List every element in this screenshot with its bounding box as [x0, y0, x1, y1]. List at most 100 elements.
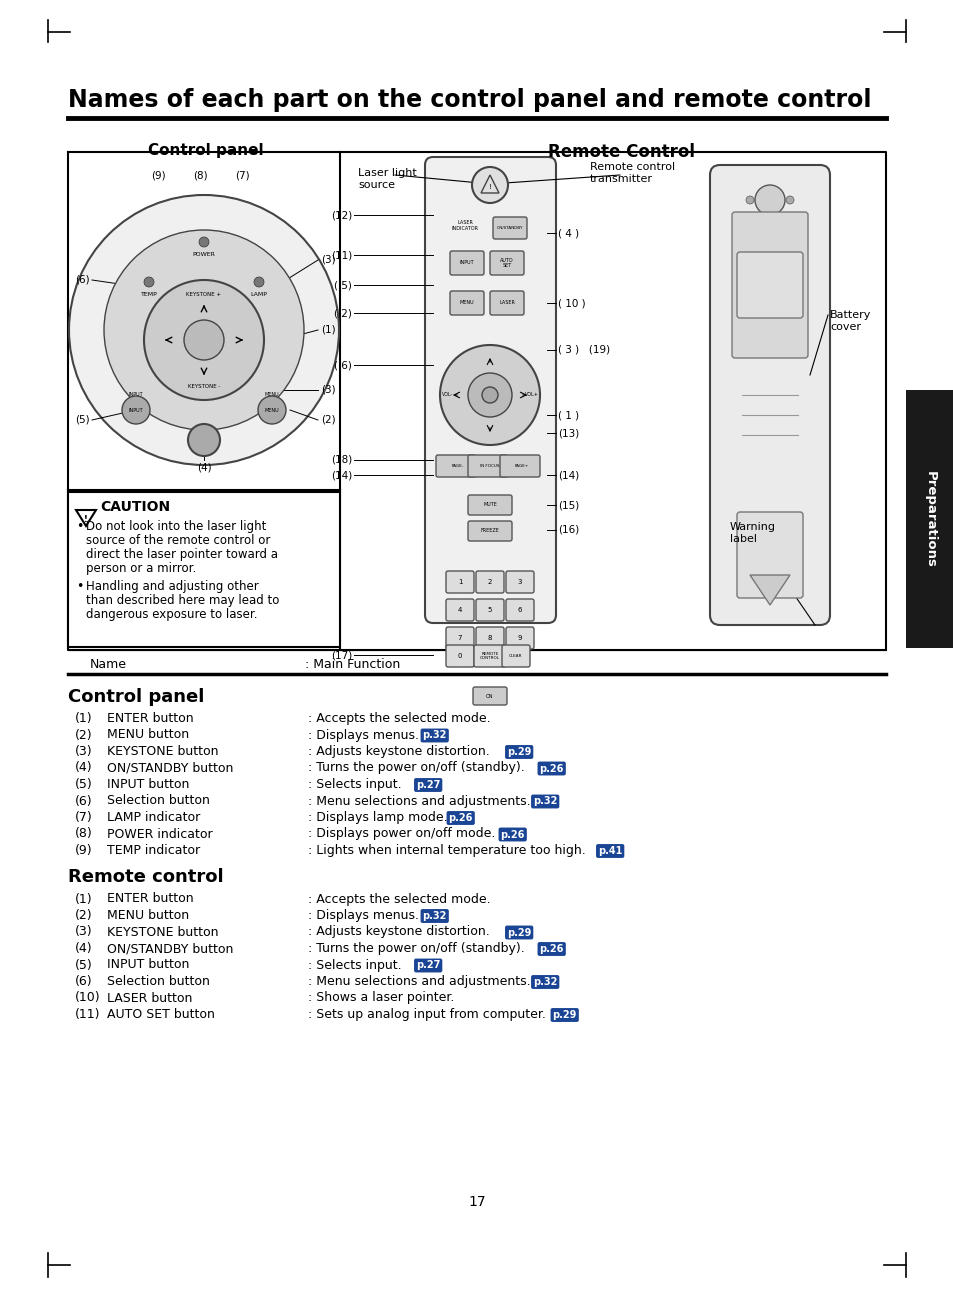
Text: : Turns the power on/off (standby).: : Turns the power on/off (standby). [308, 942, 524, 955]
FancyBboxPatch shape [709, 165, 829, 625]
Text: (1): (1) [75, 892, 92, 905]
Circle shape [144, 278, 153, 287]
Text: 6: 6 [517, 607, 521, 613]
Text: MENU button: MENU button [107, 909, 189, 922]
Circle shape [144, 280, 264, 399]
Circle shape [122, 396, 150, 424]
Circle shape [439, 345, 539, 445]
Text: p.32: p.32 [533, 977, 557, 987]
Text: Control panel: Control panel [68, 687, 204, 706]
Text: : Displays lamp mode.: : Displays lamp mode. [308, 811, 447, 824]
FancyBboxPatch shape [490, 291, 523, 315]
FancyBboxPatch shape [468, 521, 512, 541]
Text: (9): (9) [151, 170, 165, 180]
Text: ON: ON [486, 694, 494, 699]
Text: LASER: LASER [498, 301, 515, 306]
Text: : Accepts the selected mode.: : Accepts the selected mode. [308, 892, 490, 905]
Text: (6): (6) [74, 275, 90, 285]
Text: PAGE-: PAGE- [452, 464, 464, 468]
Circle shape [104, 230, 304, 431]
Text: REMOTE
CONTROL: REMOTE CONTROL [479, 651, 499, 660]
Text: CLEAR: CLEAR [509, 654, 522, 658]
Text: (16): (16) [558, 525, 578, 534]
Text: (14): (14) [331, 470, 352, 480]
Text: IN FOCUS: IN FOCUS [479, 464, 499, 468]
Text: ( 4 ): ( 4 ) [558, 228, 578, 239]
Text: Control panel: Control panel [148, 143, 263, 158]
FancyBboxPatch shape [499, 455, 539, 477]
Text: Preparations: Preparations [923, 471, 936, 568]
Text: (15): (15) [558, 501, 578, 510]
Text: (12): (12) [331, 210, 352, 220]
Text: MENU button: MENU button [107, 729, 189, 742]
Text: 3: 3 [517, 578, 521, 585]
FancyBboxPatch shape [468, 495, 512, 515]
Text: 8: 8 [487, 636, 492, 641]
Text: ( 2): ( 2) [334, 307, 352, 318]
Text: (2): (2) [320, 415, 335, 425]
Text: LASER
INDICATOR: LASER INDICATOR [451, 220, 478, 231]
Text: Remote control: Remote control [68, 869, 223, 887]
Text: (11): (11) [75, 1008, 100, 1021]
FancyBboxPatch shape [446, 626, 474, 648]
Text: : Selects input.: : Selects input. [308, 958, 401, 971]
Text: : Displays menus.: : Displays menus. [308, 729, 418, 742]
FancyBboxPatch shape [474, 645, 505, 667]
FancyBboxPatch shape [505, 599, 534, 621]
Text: Name: Name [90, 658, 127, 671]
Text: (4): (4) [75, 942, 92, 955]
Text: (13): (13) [558, 428, 578, 438]
Text: KEYSTONE +: KEYSTONE + [186, 292, 221, 297]
Text: KEYSTONE button: KEYSTONE button [107, 926, 218, 939]
Text: source of the remote control or: source of the remote control or [86, 534, 270, 547]
Text: (8): (8) [75, 827, 92, 840]
Text: (14): (14) [558, 470, 578, 480]
Text: p.32: p.32 [533, 796, 557, 807]
Text: (4): (4) [196, 463, 212, 473]
Text: INPUT button: INPUT button [107, 958, 190, 971]
Text: KEYSTONE button: KEYSTONE button [107, 744, 218, 757]
Text: 1: 1 [457, 578, 462, 585]
Text: (9): (9) [75, 844, 92, 857]
FancyBboxPatch shape [476, 626, 503, 648]
Text: ON/STANDBY button: ON/STANDBY button [107, 761, 233, 774]
Text: !: ! [488, 184, 491, 189]
Text: Battery
cover: Battery cover [829, 310, 870, 332]
Circle shape [754, 185, 784, 215]
Text: p.29: p.29 [506, 927, 531, 938]
FancyBboxPatch shape [446, 599, 474, 621]
FancyBboxPatch shape [505, 571, 534, 593]
Text: p.29: p.29 [506, 747, 531, 757]
FancyBboxPatch shape [493, 217, 526, 239]
Text: POWER: POWER [193, 253, 215, 258]
Text: (7): (7) [234, 170, 249, 180]
FancyBboxPatch shape [737, 512, 802, 598]
Circle shape [253, 278, 264, 287]
Text: INPUT button: INPUT button [107, 778, 190, 791]
Text: : Turns the power on/off (standby).: : Turns the power on/off (standby). [308, 761, 524, 774]
Text: Remote control
transmitter: Remote control transmitter [589, 162, 675, 184]
Text: 5: 5 [487, 607, 492, 613]
Text: 0: 0 [457, 652, 462, 659]
Text: (6): (6) [75, 795, 92, 808]
Text: KEYSTONE -: KEYSTONE - [188, 384, 220, 389]
FancyBboxPatch shape [424, 157, 556, 623]
Circle shape [199, 237, 209, 246]
FancyBboxPatch shape [450, 252, 483, 275]
Text: (1): (1) [320, 326, 335, 335]
Text: (18): (18) [331, 455, 352, 466]
Text: : Shows a laser pointer.: : Shows a laser pointer. [308, 991, 454, 1004]
Text: AUTO
SET: AUTO SET [499, 258, 514, 268]
Text: ON/STANDBY button: ON/STANDBY button [107, 942, 233, 955]
Text: : Adjusts keystone distortion.: : Adjusts keystone distortion. [308, 744, 489, 757]
FancyBboxPatch shape [905, 390, 953, 648]
Text: ( 3 )   (19): ( 3 ) (19) [558, 345, 610, 355]
Text: : Lights when internal temperature too high.: : Lights when internal temperature too h… [308, 844, 585, 857]
FancyBboxPatch shape [68, 492, 339, 647]
Text: p.32: p.32 [422, 730, 446, 741]
Text: (5): (5) [74, 415, 90, 425]
FancyBboxPatch shape [446, 645, 474, 667]
Text: Names of each part on the control panel and remote control: Names of each part on the control panel … [68, 88, 871, 112]
FancyBboxPatch shape [436, 455, 476, 477]
FancyBboxPatch shape [731, 211, 807, 358]
